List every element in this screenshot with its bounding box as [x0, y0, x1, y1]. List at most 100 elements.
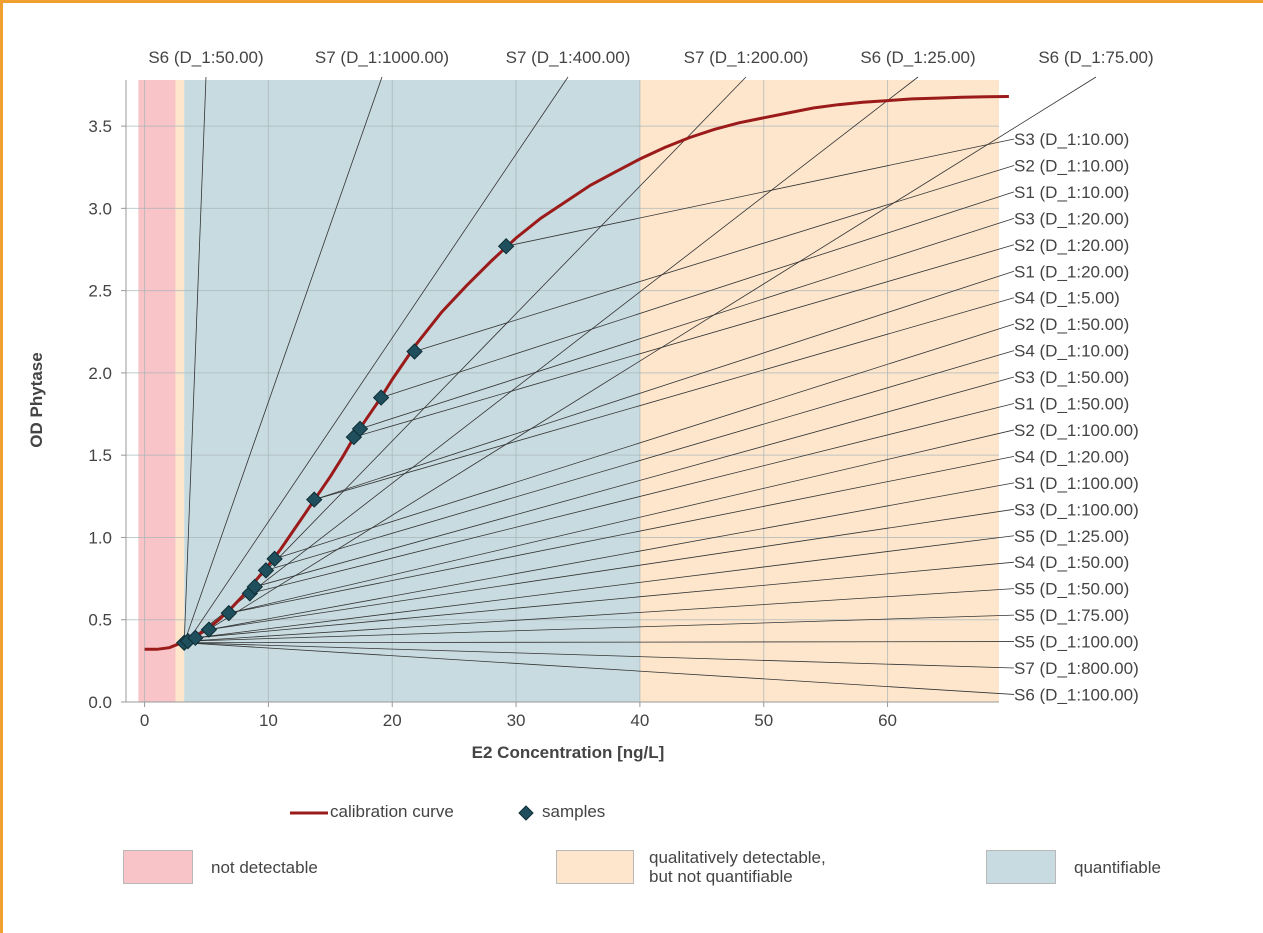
- right-leader-line-0: [506, 138, 1015, 247]
- right-leader-line-19: [184, 641, 1015, 644]
- qualitative-label-line1: qualitatively detectable,: [649, 848, 826, 867]
- right-annotation-label-20: S7 (D_1:800.00): [1014, 659, 1139, 678]
- qualitative-label-line2: but not quantifiable: [649, 867, 793, 886]
- sample-point-2: [187, 629, 204, 647]
- not-detectable-label: not detectable: [211, 858, 318, 877]
- sample-point-14: [497, 237, 515, 255]
- top-leader-line-3: [208, 76, 747, 630]
- right-annotation-label-16: S4 (D_1:50.00): [1014, 553, 1129, 572]
- quantifiable-swatch: [986, 850, 1056, 884]
- x-tick-label-4: 40: [630, 711, 649, 730]
- right-leader-line-16: [195, 561, 1015, 639]
- right-leader-line-5: [314, 270, 1015, 500]
- right-annotation-label-7: S2 (D_1:50.00): [1014, 315, 1129, 334]
- right-annotation-label-19: S5 (D_1:100.00): [1014, 633, 1139, 652]
- sample-point-12: [372, 389, 390, 406]
- x-axis-title: E2 Concentration [ng/L]: [472, 743, 665, 762]
- top-annotation-label-2: S7 (D_1:400.00): [506, 48, 631, 67]
- top-annotation-label-0: S6 (D_1:50.00): [148, 48, 263, 67]
- x-tick-label-0: 0: [140, 711, 149, 730]
- legend-label-samples: samples: [542, 802, 606, 821]
- right-leader-line-17: [187, 588, 1015, 642]
- top-annotation-label-5: S6 (D_1:75.00): [1038, 48, 1153, 67]
- right-annotation-label-10: S1 (D_1:50.00): [1014, 395, 1129, 414]
- right-leader-line-18: [187, 614, 1015, 642]
- annotation-labels: S6 (D_1:50.00) S7 (D_1:1000.00) S7 (D_1:40…: [148, 48, 1153, 704]
- right-annotation-label-21: S6 (D_1:100.00): [1014, 685, 1139, 704]
- right-leader-line-8: [265, 350, 1015, 571]
- right-leader-line-6: [314, 297, 1015, 500]
- top-leader-line-5: [195, 76, 1097, 639]
- top-leader-line-2: [187, 76, 569, 642]
- qualitative-swatch: [556, 850, 634, 884]
- samples-legend-icon: [518, 805, 534, 821]
- sample-point-3: [200, 621, 218, 638]
- right-annotation-label-12: S4 (D_1:20.00): [1014, 447, 1129, 466]
- legend-label-calibration-curve: calibration curve: [330, 802, 454, 821]
- sample-point-7: [257, 562, 275, 579]
- region-0: [138, 80, 176, 702]
- y-tick-label-6: 3.0: [88, 199, 112, 218]
- axes: 0 10 20 30 40 50 60 0.0 0.5 1.0 1.5 2.0 2.5 3.0 3.5: [88, 80, 999, 730]
- top-annotation-label-4: S6 (D_1:25.00): [860, 48, 975, 67]
- sample-point-4: [220, 604, 237, 622]
- right-annotation-label-11: S2 (D_1:100.00): [1014, 421, 1139, 440]
- y-tick-label-4: 2.0: [88, 364, 112, 383]
- region-legend: not detectable qualitatively detectable,…: [0, 840, 1263, 900]
- right-annotation-label-9: S3 (D_1:50.00): [1014, 368, 1129, 387]
- sample-point-8: [266, 550, 283, 568]
- y-tick-label-5: 2.5: [88, 282, 112, 301]
- right-leader-line-7: [274, 323, 1015, 560]
- y-tick-label-7: 3.5: [88, 117, 112, 136]
- right-annotation-label-3: S3 (D_1:20.00): [1014, 209, 1129, 228]
- calibration-curve-legend-icon: [290, 811, 328, 815]
- right-annotation-label-5: S1 (D_1:20.00): [1014, 262, 1129, 281]
- top-leader-line-1: [183, 76, 383, 643]
- top-leader-line-0: [183, 76, 207, 643]
- calibration-curve-line: [144, 95, 1009, 651]
- right-leader-line-12: [228, 456, 1015, 614]
- annotation-lines: [183, 76, 1097, 695]
- not-detectable-swatch: [123, 850, 193, 884]
- x-tick-label-6: 60: [878, 711, 897, 730]
- right-leader-line-13: [208, 482, 1015, 630]
- right-annotation-label-15: S5 (D_1:25.00): [1014, 527, 1129, 546]
- right-leader-line-3: [359, 217, 1015, 430]
- region-3: [639, 80, 999, 702]
- right-leader-line-4: [353, 244, 1015, 438]
- right-annotation-label-13: S1 (D_1:100.00): [1014, 474, 1139, 493]
- right-leader-line-1: [414, 165, 1015, 352]
- right-annotation-label-0: S3 (D_1:10.00): [1014, 130, 1129, 149]
- right-annotation-label-17: S5 (D_1:50.00): [1014, 580, 1129, 599]
- x-tick-label-1: 10: [259, 711, 278, 730]
- y-axis-title: OD Phytase: [27, 352, 46, 447]
- calibration-chart: 0 10 20 30 40 50 60 0.0 0.5 1.0 1.5 2.0 2.5 3.0 3.5 S6…: [27, 48, 1154, 762]
- quantifiable-label: quantifiable: [1074, 858, 1161, 877]
- right-leader-line-10: [249, 403, 1015, 594]
- top-annotation-label-1: S7 (D_1:1000.00): [315, 48, 449, 67]
- sample-point-13: [406, 343, 423, 360]
- top-leader-line-4: [187, 76, 919, 642]
- right-leader-line-20: [184, 642, 1015, 669]
- series-legend: calibration curve samples: [290, 800, 690, 826]
- sample-points: [175, 237, 515, 651]
- calibration-curve: [144, 95, 1009, 651]
- x-tick-label-2: 20: [383, 711, 402, 730]
- right-leader-line-21: [184, 642, 1015, 695]
- y-tick-label-0: 0.0: [88, 693, 112, 712]
- y-tick-label-3: 1.5: [88, 446, 112, 465]
- right-annotation-label-2: S1 (D_1:10.00): [1014, 183, 1129, 202]
- right-leader-line-9: [254, 376, 1015, 588]
- regions: [138, 80, 999, 702]
- right-annotation-label-6: S4 (D_1:5.00): [1014, 289, 1120, 308]
- x-tick-label-5: 50: [754, 711, 773, 730]
- y-tick-label-1: 0.5: [88, 611, 112, 630]
- right-annotation-label-14: S3 (D_1:100.00): [1014, 500, 1139, 519]
- right-annotation-label-8: S4 (D_1:10.00): [1014, 342, 1129, 361]
- top-annotation-label-3: S7 (D_1:200.00): [684, 48, 809, 67]
- right-leader-line-15: [195, 535, 1015, 639]
- sample-point-9: [306, 491, 323, 508]
- region-2: [184, 80, 640, 702]
- right-leader-line-2: [380, 191, 1015, 398]
- x-tick-label-3: 30: [507, 711, 526, 730]
